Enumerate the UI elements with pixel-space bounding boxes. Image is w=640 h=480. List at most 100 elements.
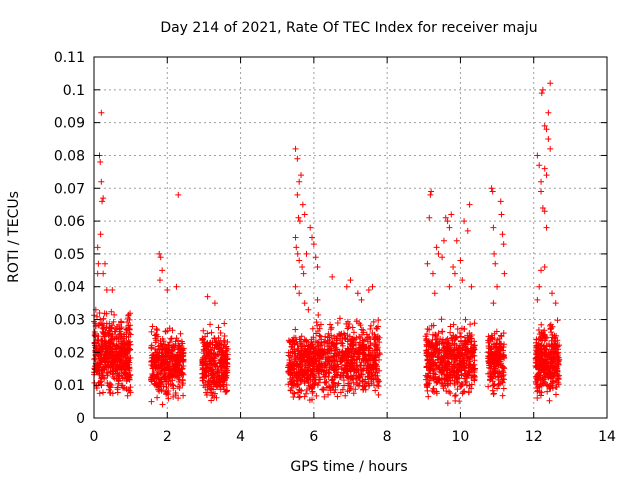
data-point	[325, 391, 332, 398]
data-point	[537, 372, 544, 379]
data-point	[322, 362, 329, 369]
data-point	[299, 201, 306, 208]
data-point	[336, 315, 343, 322]
data-point	[210, 350, 217, 357]
data-point	[154, 394, 161, 401]
data-point	[499, 347, 506, 354]
data-point	[176, 345, 183, 352]
data-point	[552, 383, 559, 390]
data-point	[292, 234, 299, 241]
data-point	[157, 361, 164, 368]
data-point	[115, 321, 122, 328]
data-point	[541, 208, 548, 215]
data-point	[317, 342, 324, 349]
data-point	[315, 312, 322, 319]
data-point	[461, 367, 468, 374]
data-point	[157, 254, 164, 261]
data-point	[215, 351, 222, 358]
data-point	[549, 290, 556, 297]
data-point	[314, 296, 321, 303]
data-point	[221, 352, 228, 359]
data-point	[168, 355, 175, 362]
data-point	[289, 366, 296, 373]
data-point	[211, 300, 218, 307]
data-point	[353, 318, 360, 325]
data-point	[107, 380, 114, 387]
data-point	[206, 358, 213, 365]
data-point	[334, 320, 341, 327]
data-point	[159, 267, 166, 274]
data-point	[465, 334, 472, 341]
data-point	[489, 335, 496, 342]
data-point	[322, 356, 329, 363]
data-point	[433, 244, 440, 251]
data-point	[162, 328, 169, 335]
data-point	[111, 311, 118, 318]
data-point	[350, 329, 357, 336]
data-point	[548, 343, 555, 350]
data-point	[433, 362, 440, 369]
data-point	[152, 363, 159, 370]
data-point	[501, 270, 508, 277]
data-point	[536, 283, 543, 290]
data-point	[200, 354, 207, 361]
data-point	[313, 392, 320, 399]
data-point	[176, 353, 183, 360]
data-point	[212, 339, 219, 346]
data-point	[177, 330, 184, 337]
data-point	[292, 356, 299, 363]
data-point	[293, 244, 300, 251]
data-point	[124, 392, 131, 399]
data-point	[334, 351, 341, 358]
data-point	[438, 358, 445, 365]
data-point	[151, 378, 158, 385]
data-point	[302, 348, 309, 355]
data-point	[216, 382, 223, 389]
data-point	[541, 165, 548, 172]
data-point	[466, 369, 473, 376]
data-point	[125, 364, 132, 371]
data-point	[466, 201, 473, 208]
data-point	[313, 357, 320, 364]
data-point	[493, 344, 500, 351]
x-tick-labels: 0 2 4 6 8 10 12 14	[90, 429, 616, 445]
data-point	[429, 331, 436, 338]
data-point	[158, 340, 165, 347]
data-point	[328, 324, 335, 331]
data-point	[350, 365, 357, 372]
data-point	[221, 358, 228, 365]
data-point	[456, 360, 463, 367]
data-point	[96, 309, 103, 316]
data-point	[301, 300, 308, 307]
data-point	[299, 264, 306, 271]
data-point	[205, 341, 212, 348]
data-point	[351, 350, 358, 357]
data-point	[331, 389, 338, 396]
data-point	[205, 378, 212, 385]
data-point	[494, 283, 501, 290]
data-point	[539, 86, 546, 93]
data-point	[494, 385, 501, 392]
data-point	[300, 270, 307, 277]
data-point	[447, 347, 454, 354]
data-point	[534, 381, 541, 388]
data-point	[309, 325, 316, 332]
data-point	[309, 388, 316, 395]
data-point	[303, 337, 310, 344]
data-point	[452, 397, 459, 404]
data-point	[321, 363, 328, 370]
data-point	[334, 332, 341, 339]
data-point	[552, 300, 559, 307]
data-point	[330, 353, 337, 360]
data-point	[541, 350, 548, 357]
data-point	[119, 384, 126, 391]
x-tick-label: 12	[525, 429, 543, 445]
plot-frame	[93, 56, 608, 419]
data-point	[453, 237, 460, 244]
data-point	[301, 336, 308, 343]
data-point	[544, 388, 551, 395]
data-point	[428, 362, 435, 369]
data-point	[319, 386, 326, 393]
